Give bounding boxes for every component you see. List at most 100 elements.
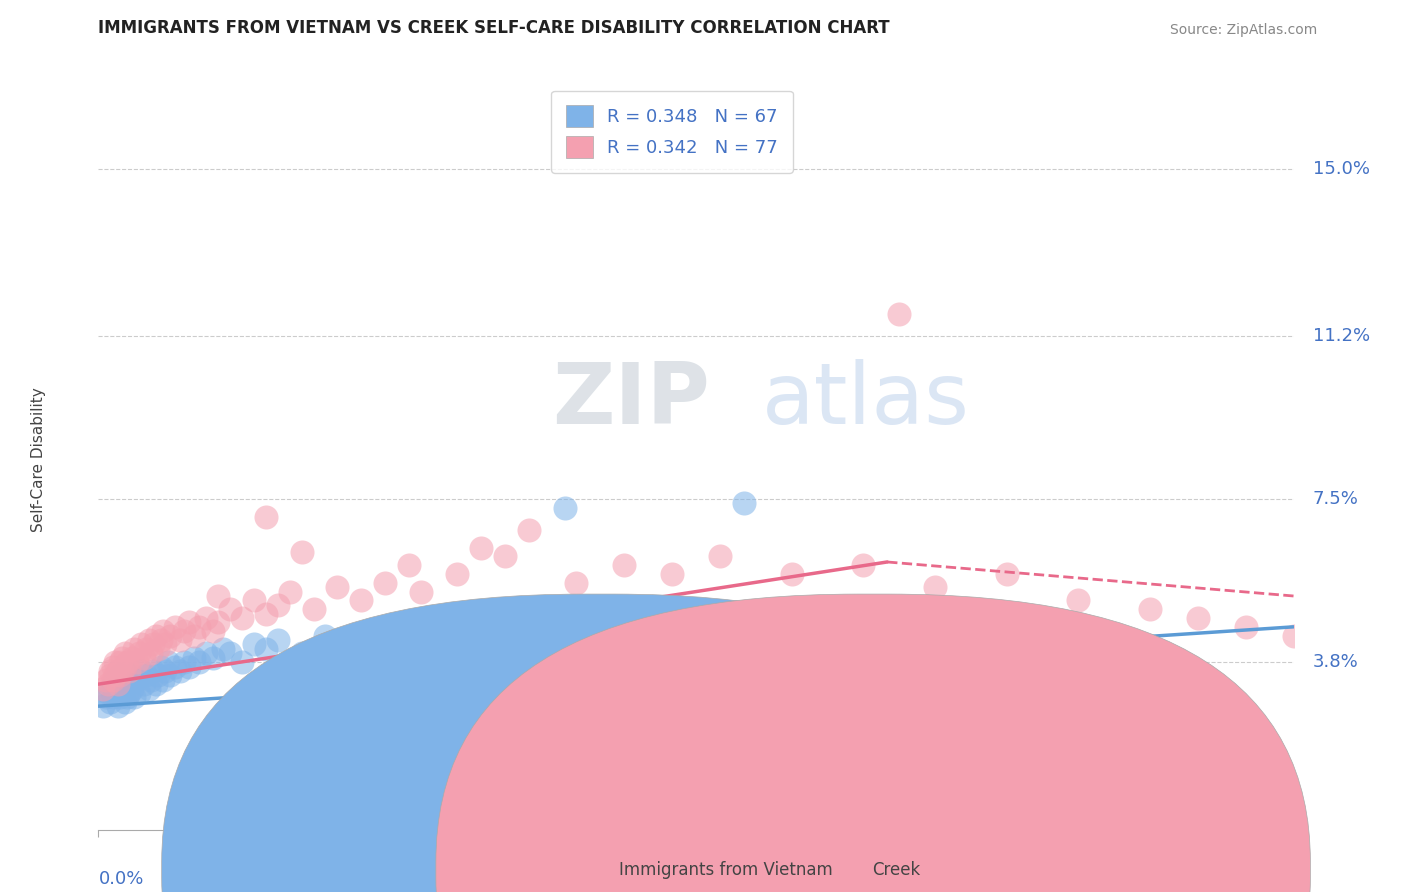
Point [149, 633, 172, 648]
Point [108, 690, 131, 705]
Point [101, 673, 124, 687]
Point [114, 659, 136, 673]
Point [98, 668, 122, 682]
Point [152, 673, 174, 687]
Point [124, 690, 146, 705]
Point [159, 629, 181, 643]
Point [183, 650, 205, 665]
Point [114, 646, 136, 660]
Point [107, 664, 129, 678]
Point [470, 541, 492, 555]
Point [187, 620, 209, 634]
Point [97, 686, 120, 700]
Point [115, 690, 138, 705]
Point [243, 593, 266, 607]
Point [1091, 655, 1114, 669]
Point [118, 677, 141, 691]
Point [924, 580, 946, 594]
Text: atlas: atlas [762, 359, 970, 442]
Point [107, 677, 129, 691]
Point [98, 681, 122, 696]
Point [339, 633, 361, 648]
Point [804, 637, 827, 651]
Point [924, 699, 946, 714]
Point [138, 681, 160, 696]
Point [207, 589, 229, 603]
Point [114, 695, 136, 709]
Point [111, 650, 134, 665]
Point [132, 677, 155, 691]
Point [121, 650, 143, 665]
Point [115, 673, 138, 687]
Text: Self-Care Disability: Self-Care Disability [31, 387, 46, 532]
Point [149, 659, 172, 673]
Point [156, 655, 179, 669]
Point [278, 584, 301, 599]
Point [107, 681, 129, 696]
Point [494, 549, 516, 564]
Point [91, 681, 114, 696]
Point [613, 558, 636, 573]
Point [1187, 611, 1209, 625]
Point [108, 668, 131, 682]
Point [374, 624, 396, 639]
Point [104, 655, 127, 669]
Point [152, 624, 174, 639]
Point [124, 641, 146, 656]
Point [148, 668, 170, 682]
Point [169, 633, 191, 648]
Point [145, 629, 167, 643]
Point [98, 695, 122, 709]
Text: 50.0%: 50.0% [1237, 871, 1294, 888]
Text: 0.0%: 0.0% [98, 871, 143, 888]
Point [315, 629, 337, 643]
Point [637, 633, 659, 648]
Point [267, 598, 290, 612]
Point [142, 637, 165, 651]
Point [470, 620, 492, 634]
Point [94, 673, 117, 687]
Text: Source: ZipAtlas.com: Source: ZipAtlas.com [1170, 23, 1317, 37]
Point [446, 566, 468, 581]
Point [111, 664, 134, 678]
Point [517, 523, 540, 537]
Point [118, 686, 141, 700]
Text: 11.2%: 11.2% [1313, 327, 1369, 345]
Point [804, 646, 827, 660]
Point [243, 637, 266, 651]
Point [98, 664, 122, 678]
Point [1067, 593, 1090, 607]
Point [661, 566, 683, 581]
Point [995, 566, 1018, 581]
Point [97, 677, 120, 691]
Point [326, 580, 349, 594]
Point [231, 655, 253, 669]
Point [173, 624, 195, 639]
Point [108, 668, 131, 682]
Point [302, 602, 325, 616]
Point [374, 575, 396, 590]
Point [128, 646, 150, 660]
Text: Creek: Creek [872, 861, 920, 879]
Point [163, 659, 186, 673]
Point [1139, 602, 1161, 616]
Point [111, 677, 134, 691]
Point [995, 624, 1018, 639]
Point [108, 655, 131, 669]
Point [554, 500, 576, 515]
Point [207, 615, 229, 630]
Point [125, 673, 148, 687]
Legend: R = 0.348   N = 67, R = 0.342   N = 77: R = 0.348 N = 67, R = 0.342 N = 77 [551, 91, 793, 173]
Point [104, 673, 127, 687]
Point [155, 664, 177, 678]
Point [91, 699, 114, 714]
Point [852, 558, 875, 573]
Point [104, 668, 127, 682]
Point [780, 566, 803, 581]
Point [173, 655, 195, 669]
Point [169, 664, 191, 678]
Point [398, 558, 420, 573]
Point [733, 496, 755, 510]
Point [163, 620, 186, 634]
Point [411, 584, 433, 599]
